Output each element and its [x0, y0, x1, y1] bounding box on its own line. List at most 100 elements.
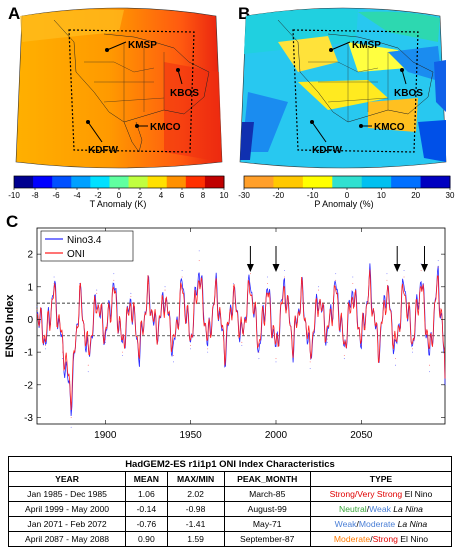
event-arrow-head: [246, 264, 254, 272]
cell-peak: September-87: [223, 531, 311, 547]
table-row: Jan 1985 - Dec 1985 1.06 2.02 March-85 S…: [7, 486, 453, 502]
colorbar-tick-label: 20: [411, 191, 420, 200]
x-tick-label: 1900: [94, 430, 117, 441]
series-point: [190, 348, 192, 350]
series-point: [147, 283, 149, 284]
cell-maxmin: -0.98: [166, 501, 225, 517]
series-point: [378, 358, 379, 360]
panel-c-letter: C: [6, 212, 19, 231]
series-line-oni: [36, 269, 446, 411]
cell-maxmin: 1.59: [166, 531, 225, 547]
colorbar-tick-label: 2: [138, 191, 143, 200]
y-tick-label: 0: [27, 315, 33, 326]
x-tick-label: 1950: [180, 430, 203, 441]
precipitation-colorbar: -30 -20 -10 0 10 20 30 P Anomaly (%): [238, 175, 455, 209]
colorbar-swatch: [52, 176, 72, 188]
series-point: [104, 338, 106, 340]
series-point: [207, 351, 209, 353]
series-point: [45, 345, 46, 346]
series-point: [130, 292, 132, 294]
y-tick-label: -2: [24, 380, 33, 391]
series-point: [444, 377, 446, 379]
y-tick-label: -3: [24, 413, 33, 424]
series-point: [121, 355, 123, 356]
series-point: [113, 279, 115, 281]
series-point: [267, 276, 268, 278]
colorbar-tick-label: 0: [345, 191, 350, 200]
type-sep: /: [366, 504, 370, 514]
series-point: [215, 279, 217, 281]
series-point: [190, 345, 192, 346]
series-point: [267, 283, 268, 284]
series-point: [53, 283, 55, 284]
series-point: [412, 351, 413, 353]
colorbar-swatch: [71, 176, 91, 188]
station-label-a-kmco: KMCO: [150, 122, 181, 133]
enso-index-chart: 2 1 0 -1 -2 -3 1900 1950 2000 2050 ENSO Index Ni…: [4, 227, 446, 441]
series-point: [62, 358, 64, 360]
colorbar-swatch: [391, 176, 422, 188]
colorbar-tick-label: 0: [117, 191, 122, 200]
series-point: [224, 358, 226, 360]
colorbar-swatch: [147, 176, 168, 188]
station-label-a-kdfw: KDFW: [88, 145, 119, 156]
colorbar-swatch: [361, 176, 392, 188]
series-lines: [36, 250, 446, 428]
series-point: [301, 283, 303, 284]
temperature-colorbar: -10 -8 -6 -4 -2 0 2 4 6 8 10 T Anomaly (K): [8, 175, 229, 209]
cell-mean: -0.76: [125, 516, 168, 532]
cell-type: Moderate/Strong El Nino: [309, 531, 453, 547]
series-point: [369, 266, 371, 268]
colorbar-swatch: [273, 176, 304, 188]
cell-maxmin: -1.41: [166, 516, 225, 532]
cell-mean: 1.06: [125, 486, 168, 502]
series-point: [326, 338, 328, 340]
series-point: [403, 270, 405, 271]
series-point: [173, 355, 174, 356]
series-point: [335, 279, 337, 281]
series-point: [429, 364, 431, 366]
series-point: [437, 260, 439, 262]
type-strength-b: Very Strong: [357, 489, 403, 499]
y-tick-label: 2: [27, 250, 33, 261]
event-arrow-head: [393, 264, 401, 272]
series-point: [275, 358, 277, 360]
temperature-anomaly-map: KMSP KBOS KMCO KDFW: [15, 7, 223, 169]
series-point: [386, 273, 388, 275]
colorbar-swatch: [302, 176, 333, 188]
colorbar-tick-label: 10: [220, 191, 229, 200]
type-strength-a: Strong: [329, 489, 355, 499]
table-row: Jan 2071 - Feb 2072 -0.76 -1.41 May-71 W…: [7, 516, 453, 532]
station-label-b-kmco: KMCO: [374, 122, 405, 133]
temperature-colorbar-swatches: [13, 175, 225, 189]
series-point: [87, 371, 89, 373]
cell-peak: March-85: [223, 486, 311, 502]
table-row: April 1999 - May 2000 -0.14 -0.98 August…: [7, 501, 453, 517]
event-arrows: [246, 246, 429, 272]
colorbar-tick-label: -10: [8, 191, 20, 200]
series-point: [369, 273, 371, 275]
series-point: [241, 341, 243, 343]
series-point: [130, 296, 132, 297]
colorbar-tick-label: 4: [159, 191, 164, 200]
precipitation-colorbar-swatches: [243, 175, 451, 189]
table-header: TYPE: [309, 471, 453, 487]
type-strength-b: Strong: [372, 534, 398, 544]
temperature-colorbar-label: T Anomaly (K): [90, 199, 147, 209]
colorbar-swatch: [128, 176, 149, 188]
cell-maxmin: 2.02: [166, 486, 225, 502]
colorbar-tick-label: -10: [307, 191, 319, 200]
type-sep: /: [356, 519, 359, 529]
type-strength-b: Moderate: [358, 519, 396, 529]
cell-peak: May-71: [223, 516, 311, 532]
table-header: MEAN: [125, 471, 168, 487]
station-label-b-kmsp: KMSP: [352, 40, 381, 51]
series-point: [181, 270, 183, 271]
series-point: [343, 358, 345, 360]
series-point: [360, 345, 362, 346]
series-point: [395, 364, 396, 366]
legend-label-nino34: Nino3.4: [67, 235, 102, 246]
colorbar-swatch: [204, 176, 225, 188]
colorbar-tick-label: 10: [377, 191, 386, 200]
series-point: [96, 289, 98, 291]
